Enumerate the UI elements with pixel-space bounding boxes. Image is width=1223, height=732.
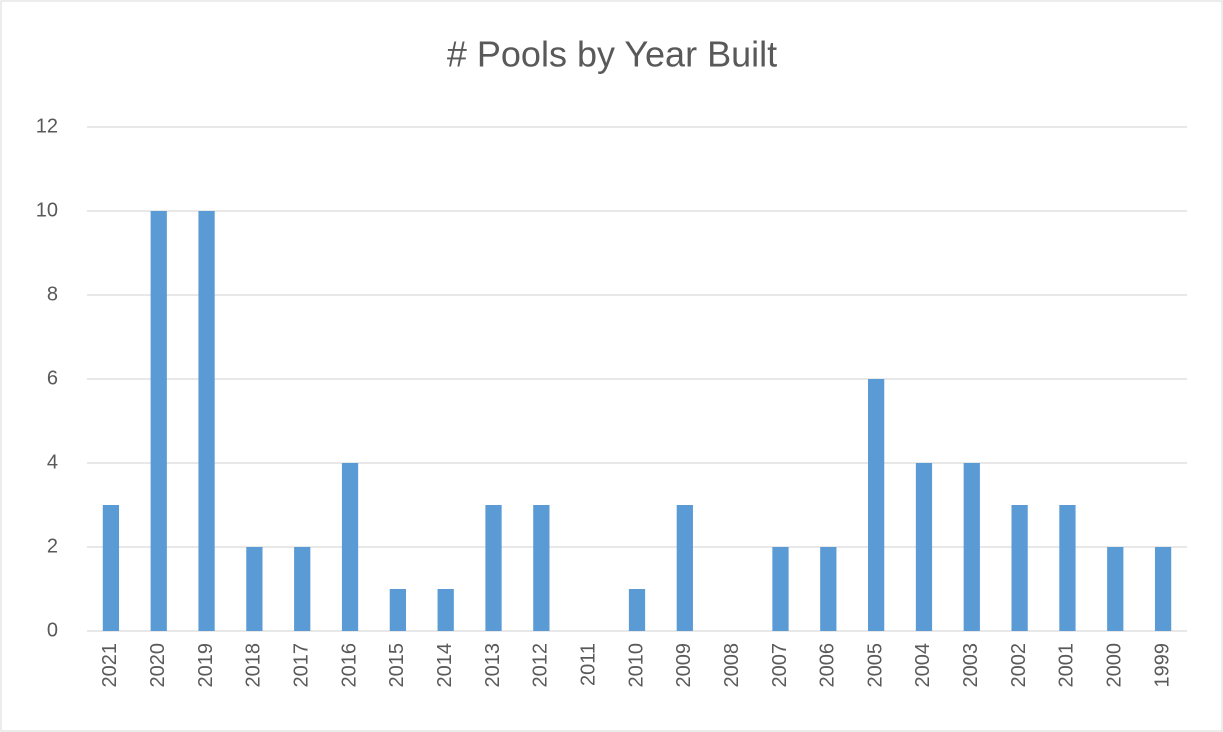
bar [1059,505,1076,631]
bar [341,463,359,631]
bar [820,547,837,631]
x-tick-label: 2005 [864,643,886,688]
x-tick-label: 2013 [482,643,504,688]
x-tick-label: 2016 [338,643,360,688]
bar [294,547,311,631]
bar [485,505,502,631]
x-tick-label: 2001 [1056,643,1078,688]
bar [389,589,406,631]
x-tick-label: 1999 [1151,643,1173,688]
bar [102,505,120,631]
x-tick-label: 2009 [673,643,695,688]
x-tick-label: 2004 [912,643,934,688]
bar [246,547,263,631]
bar [628,589,646,631]
bar [915,463,933,631]
bar [533,505,550,631]
bar [1011,505,1028,631]
y-tick-label: 8 [47,283,58,305]
x-tick-label: 2008 [721,643,743,688]
x-tick-label: 2020 [147,643,169,688]
chart-title: # Pools by Year Built [447,34,777,75]
bar [676,505,693,631]
bar [437,589,454,631]
x-tick-label: 2000 [1104,643,1126,688]
y-tick-label: 2 [47,535,58,557]
bar [1154,547,1172,631]
x-tick-label: 2007 [769,643,791,688]
x-tick-label: 2021 [99,643,121,688]
x-tick-label: 2017 [290,643,312,688]
y-tick-label: 6 [47,367,58,389]
y-tick-label: 12 [36,115,58,137]
x-tick-label: 2012 [530,643,552,688]
y-tick-label: 0 [47,619,58,641]
x-tick-label: 2015 [386,643,408,688]
x-tick-label: 2006 [817,643,839,688]
bar [963,463,980,631]
x-tick-label: 2019 [195,643,217,688]
y-tick-label: 10 [36,199,58,221]
y-tick-label: 4 [47,451,58,473]
x-tick-label: 2003 [960,643,982,688]
bar [868,379,885,631]
x-tick-label: 2002 [1008,643,1030,688]
bar [1107,547,1124,631]
x-tick-label: 2014 [434,643,456,688]
bar [772,547,789,631]
x-tick-label: 2011 [577,643,599,686]
x-tick-label: 2018 [243,643,265,688]
bar [150,211,167,631]
x-tick-label: 2010 [625,643,647,688]
bar [198,211,215,631]
